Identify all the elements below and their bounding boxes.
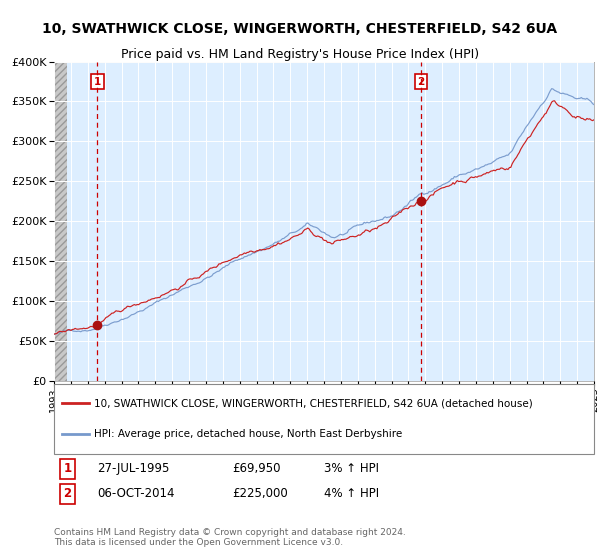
Text: HPI: Average price, detached house, North East Derbyshire: HPI: Average price, detached house, Nort…: [95, 429, 403, 439]
Bar: [54, 62, 67, 381]
Text: 2: 2: [64, 487, 71, 501]
Text: 4% ↑ HPI: 4% ↑ HPI: [324, 487, 379, 501]
Text: 10, SWATHWICK CLOSE, WINGERWORTH, CHESTERFIELD, S42 6UA (detached house): 10, SWATHWICK CLOSE, WINGERWORTH, CHESTE…: [95, 398, 533, 408]
Text: 2: 2: [418, 77, 425, 87]
Text: 06-OCT-2014: 06-OCT-2014: [97, 487, 175, 501]
Text: 1: 1: [64, 462, 71, 475]
Text: £69,950: £69,950: [232, 462, 281, 475]
Text: Price paid vs. HM Land Registry's House Price Index (HPI): Price paid vs. HM Land Registry's House …: [121, 48, 479, 60]
Text: 10, SWATHWICK CLOSE, WINGERWORTH, CHESTERFIELD, S42 6UA: 10, SWATHWICK CLOSE, WINGERWORTH, CHESTE…: [43, 22, 557, 36]
Text: 1: 1: [94, 77, 101, 87]
Text: 3% ↑ HPI: 3% ↑ HPI: [324, 462, 379, 475]
Text: 27-JUL-1995: 27-JUL-1995: [97, 462, 170, 475]
Text: Contains HM Land Registry data © Crown copyright and database right 2024.
This d: Contains HM Land Registry data © Crown c…: [54, 528, 406, 547]
FancyBboxPatch shape: [54, 384, 594, 454]
Text: £225,000: £225,000: [232, 487, 288, 501]
